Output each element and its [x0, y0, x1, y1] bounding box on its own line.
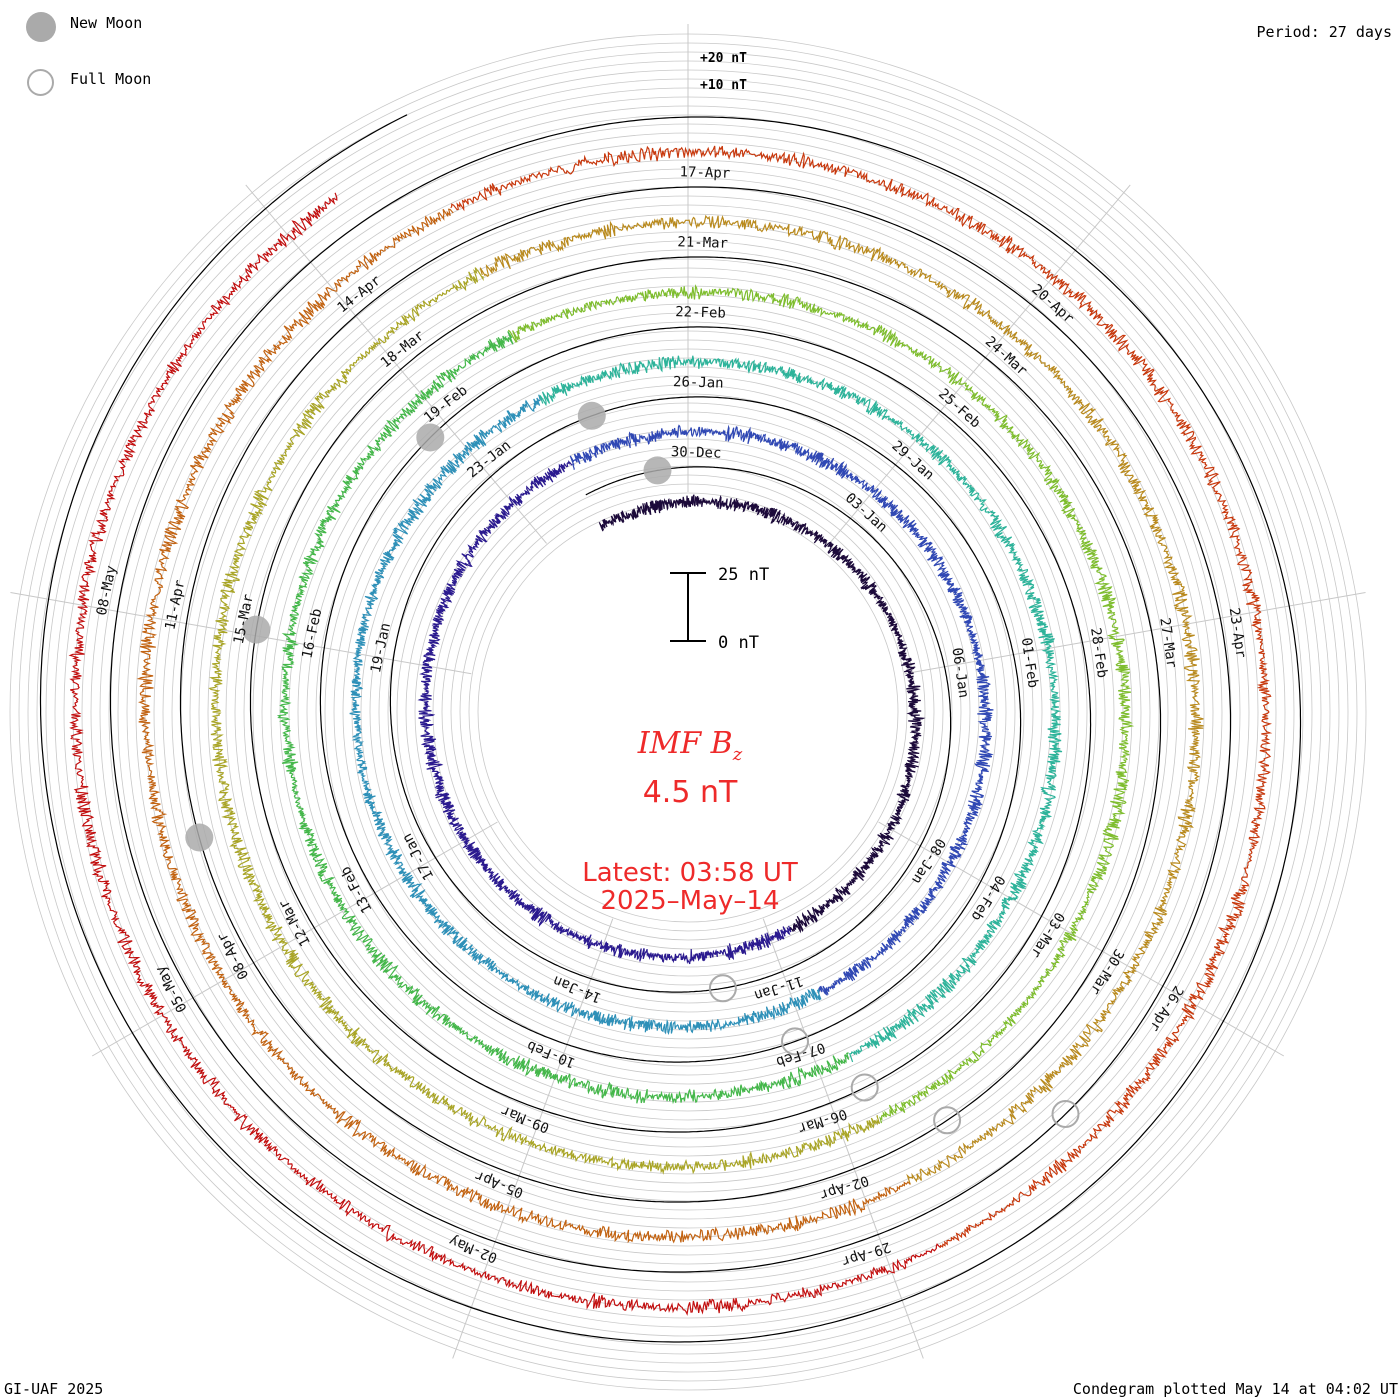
- ring-baseline: [109, 177, 1232, 1273]
- date-label: 27-Mar: [1156, 617, 1179, 669]
- bz-trace: [598, 494, 926, 934]
- date-label: 29-Apr: [840, 1238, 893, 1269]
- bz-trace: [208, 267, 881, 1175]
- date-label: 18-Mar: [378, 327, 428, 371]
- legend-full-moon-label: Full Moon: [70, 70, 152, 88]
- day-spoke: [452, 918, 614, 1359]
- date-label: 01-Feb: [1018, 637, 1041, 689]
- date-label: 21-Mar: [677, 234, 728, 252]
- parameter-name: IMF B: [637, 726, 733, 761]
- footer-credit: GI-UAF 2025: [4, 1380, 104, 1398]
- scale-bar-bottom-label: 0 nT: [718, 633, 759, 653]
- new-moon-icon: [26, 12, 56, 42]
- date-label: 08-May: [94, 564, 120, 617]
- new-moon-marker: [242, 615, 271, 644]
- scale-bar-top-label: 25 nT: [718, 565, 769, 585]
- ring-baseline: [319, 367, 1022, 1063]
- bz-traces: [68, 145, 1273, 1316]
- full-moon-icon: [27, 69, 54, 96]
- legend-new-moon-label: New Moon: [70, 14, 143, 32]
- bz-trace: [417, 460, 792, 965]
- date-label: 26-Jan: [673, 374, 724, 392]
- date-label: 23-Apr: [1226, 607, 1249, 659]
- date-label: 06-Jan: [948, 647, 971, 699]
- ring-baseline: [179, 240, 1162, 1203]
- bz-trace: [507, 284, 1135, 1124]
- day-spoke: [245, 184, 547, 544]
- full-moon-marker: [1051, 1100, 1080, 1128]
- full-moon-marker: [933, 1106, 962, 1135]
- parameter-subscript: z: [732, 744, 743, 765]
- scale-bar: 25 nT 0 nT: [670, 565, 769, 653]
- bz-trace: [450, 145, 1273, 1249]
- footer-plotted: Condegram plotted May 14 at 04:02 UT: [1072, 1380, 1398, 1398]
- date-label: 02-May: [447, 1232, 500, 1266]
- full-moon-marker: [781, 1027, 809, 1056]
- new-moon-marker: [416, 423, 445, 452]
- full-moon-marker: [850, 1073, 879, 1102]
- day-spoke: [91, 821, 498, 1057]
- bz-trace: [68, 192, 941, 1316]
- bz-trace: [276, 331, 850, 1105]
- ring-baselines: [39, 114, 1302, 1343]
- ring-gridline: [468, 492, 908, 932]
- date-label: 10-Feb: [525, 1037, 578, 1071]
- day-spoke: [878, 821, 1285, 1057]
- day-spoke: [829, 184, 1131, 544]
- day-spoke: [10, 592, 472, 675]
- date-label: 30-Dec: [671, 444, 722, 462]
- day-spoke: [762, 918, 924, 1359]
- ring-baseline: [389, 430, 952, 993]
- new-moon-marker: [643, 456, 672, 485]
- new-moon-marker: [577, 401, 606, 430]
- period-label: Period: 27 days: [1256, 23, 1392, 41]
- bz-trace: [136, 208, 911, 1244]
- date-label: 02-Apr: [818, 1172, 871, 1203]
- radial-day-spokes: [10, 24, 1366, 1359]
- date-label: 26-Apr: [1146, 983, 1186, 1034]
- latest-date: 2025–May–14: [600, 886, 780, 916]
- bz-trace: [569, 424, 994, 997]
- bz-trace: [349, 394, 822, 1036]
- date-label: 28-Feb: [1087, 627, 1110, 679]
- ring-baseline: [249, 304, 1092, 1133]
- ring-scale-labels: +20 nT +10 nT: [700, 51, 747, 93]
- ring-baseline: [39, 114, 1302, 1343]
- bz-trace: [479, 214, 1204, 1185]
- date-label: 16-Feb: [299, 607, 325, 660]
- latest-time: Latest: 03:58 UT: [582, 858, 798, 888]
- bz-trace: [539, 355, 1063, 1063]
- date-label: 04-Feb: [968, 872, 1008, 923]
- parameter-value: 4.5 nT: [642, 775, 738, 810]
- parameter-title: IMF Bz: [500, 726, 880, 765]
- date-label: 17-Apr: [679, 164, 730, 182]
- day-spoke: [904, 592, 1366, 675]
- new-moon-marker: [185, 823, 214, 852]
- full-moon-marker: [708, 974, 737, 1003]
- ring-scale-10: +10 nT: [700, 78, 747, 93]
- moon-markers: [185, 401, 1080, 1135]
- date-label: 22-Feb: [675, 304, 726, 322]
- ring-scale-20: +20 nT: [700, 51, 747, 66]
